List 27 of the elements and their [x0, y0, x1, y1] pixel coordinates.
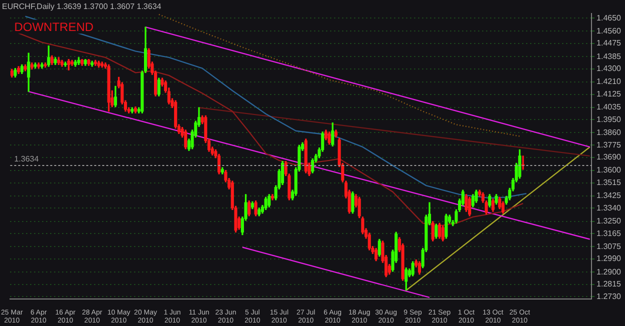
y-tick-label: 1.3425 — [596, 191, 622, 200]
y-tick-label: 1.3250 — [596, 216, 622, 226]
y-tick-label: 1.3075 — [596, 242, 622, 251]
y-tick-label: 1.4650 — [596, 13, 622, 22]
y-tick-label: 1.3600 — [596, 166, 622, 175]
y-tick-label: 1.4475 — [596, 38, 622, 48]
y-tick-label: 1.3515 — [596, 178, 622, 188]
y-tick-label: 1.4125 — [596, 89, 622, 98]
ref-line-label: 1.3634 — [14, 154, 40, 164]
y-tick-label: 1.2900 — [596, 267, 622, 276]
y-tick-label: 1.4210 — [596, 77, 622, 86]
y-tick-label: 1.2730 — [596, 292, 622, 301]
y-tick-label: 1.4035 — [596, 102, 622, 112]
y-tick-label: 1.4560 — [596, 26, 622, 36]
y-tick-label: 1.3950 — [596, 114, 622, 124]
y-tick-label: 1.3775 — [596, 140, 622, 150]
chart-title: EURCHF,Daily 1.3639 1.3700 1.3607 1.3634 — [2, 2, 162, 12]
y-tick-label: 1.4300 — [596, 64, 622, 74]
y-tick-label: 1.3690 — [596, 152, 622, 162]
annotation: DOWNTREND — [14, 20, 94, 34]
line-series — [158, 14, 520, 137]
y-tick-label: 1.3165 — [596, 228, 622, 238]
y-tick-label: 1.4385 — [596, 52, 622, 61]
y-tick-label: 1.3860 — [596, 128, 622, 137]
y-tick-label: 1.3340 — [596, 203, 622, 212]
y-tick-label: 1.2990 — [596, 254, 622, 264]
y-tick-label: 1.2815 — [596, 280, 622, 289]
